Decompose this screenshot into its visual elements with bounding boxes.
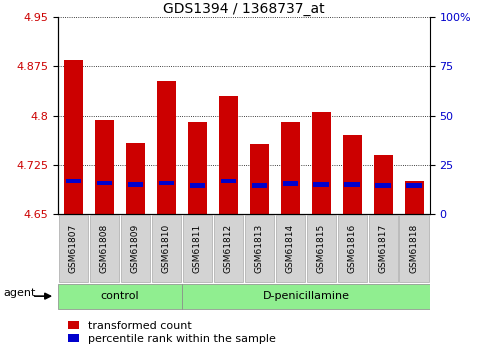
Bar (244, 215, 274, 282)
Text: GSM61813: GSM61813 (255, 224, 264, 273)
Bar (375, 184, 391, 188)
Bar (97, 181, 113, 185)
Bar (182, 284, 430, 309)
Bar (157, 81, 176, 214)
Bar (343, 135, 362, 214)
Bar (89, 215, 119, 282)
Legend: transformed count, percentile rank within the sample: transformed count, percentile rank withi… (64, 316, 280, 345)
Bar (338, 215, 367, 282)
Bar (344, 182, 360, 187)
Bar (95, 120, 114, 214)
Bar (369, 215, 398, 282)
Bar (158, 181, 174, 185)
Text: D-penicillamine: D-penicillamine (262, 291, 349, 301)
Bar (221, 179, 236, 184)
Bar (126, 143, 145, 214)
Bar (183, 215, 213, 282)
Text: agent: agent (3, 288, 35, 297)
Text: control: control (100, 291, 139, 301)
Bar (189, 184, 205, 188)
Bar (281, 122, 300, 214)
Bar (58, 284, 182, 309)
Bar (219, 96, 238, 214)
Title: GDS1394 / 1368737_at: GDS1394 / 1368737_at (163, 2, 325, 16)
Bar (405, 181, 424, 214)
Text: GSM61815: GSM61815 (317, 224, 326, 273)
Bar (188, 122, 207, 214)
Bar (213, 215, 243, 282)
Bar (399, 215, 429, 282)
Bar (58, 215, 88, 282)
Bar (128, 182, 143, 187)
Bar (121, 215, 150, 282)
Bar (283, 181, 298, 186)
Bar (64, 60, 83, 214)
Bar (313, 182, 329, 187)
Text: GSM61811: GSM61811 (193, 224, 202, 273)
Text: GSM61807: GSM61807 (69, 224, 78, 273)
Bar (307, 215, 336, 282)
Bar (312, 112, 331, 214)
Bar (152, 215, 181, 282)
Bar (374, 155, 393, 214)
Text: GSM61809: GSM61809 (131, 224, 140, 273)
Text: GSM61808: GSM61808 (100, 224, 109, 273)
Text: GSM61810: GSM61810 (162, 224, 171, 273)
Bar (250, 144, 269, 214)
Text: GSM61818: GSM61818 (410, 224, 419, 273)
Text: GSM61812: GSM61812 (224, 224, 233, 273)
Bar (407, 184, 422, 188)
Bar (275, 215, 305, 282)
Text: GSM61816: GSM61816 (348, 224, 357, 273)
Bar (66, 179, 81, 184)
Bar (252, 184, 267, 188)
Text: GSM61817: GSM61817 (379, 224, 388, 273)
Text: GSM61814: GSM61814 (286, 224, 295, 273)
